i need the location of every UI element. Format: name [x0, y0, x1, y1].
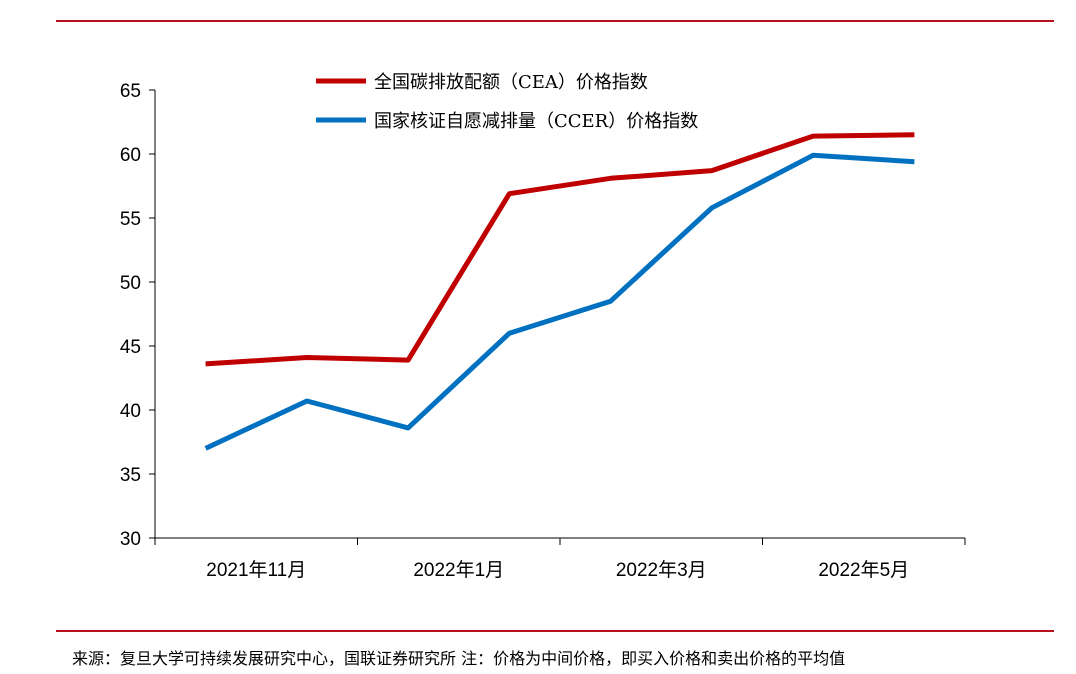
- x-tick-label: 2022年1月: [413, 559, 504, 581]
- legend-label: 全国碳排放配额（CEA）价格指数: [374, 72, 648, 93]
- y-tick-label: 30: [120, 529, 141, 550]
- y-tick-label: 65: [120, 81, 141, 102]
- x-tick-label: 2022年3月: [616, 559, 707, 581]
- cea-series-line: [205, 132, 915, 367]
- x-tick-label: 2021年11月: [206, 559, 306, 581]
- y-tick-label: 55: [120, 209, 141, 230]
- top-rule: [56, 20, 1054, 22]
- y-tick-label: 60: [120, 145, 141, 166]
- legend-label: 国家核证自愿减排量（CCER）价格指数: [374, 111, 698, 132]
- series-lines: [204, 132, 915, 451]
- y-tick-label: 45: [120, 337, 141, 358]
- y-tick-label: 50: [120, 273, 141, 294]
- x-tick-label: 2022年5月: [818, 559, 909, 581]
- ccer-series-line: [204, 152, 915, 451]
- y-axis: 30 35 40 45 50 55 60 65: [120, 81, 156, 550]
- bottom-rule: [56, 630, 1054, 632]
- x-axis: 2021年11月 2022年1月 2022年3月 2022年5月: [154, 537, 966, 581]
- y-tick-label: 35: [120, 465, 141, 486]
- y-tick-label: 40: [120, 401, 141, 422]
- source-note: 来源：复旦大学可持续发展研究中心，国联证券研究所 注：价格为中间价格，即买入价格…: [72, 649, 846, 668]
